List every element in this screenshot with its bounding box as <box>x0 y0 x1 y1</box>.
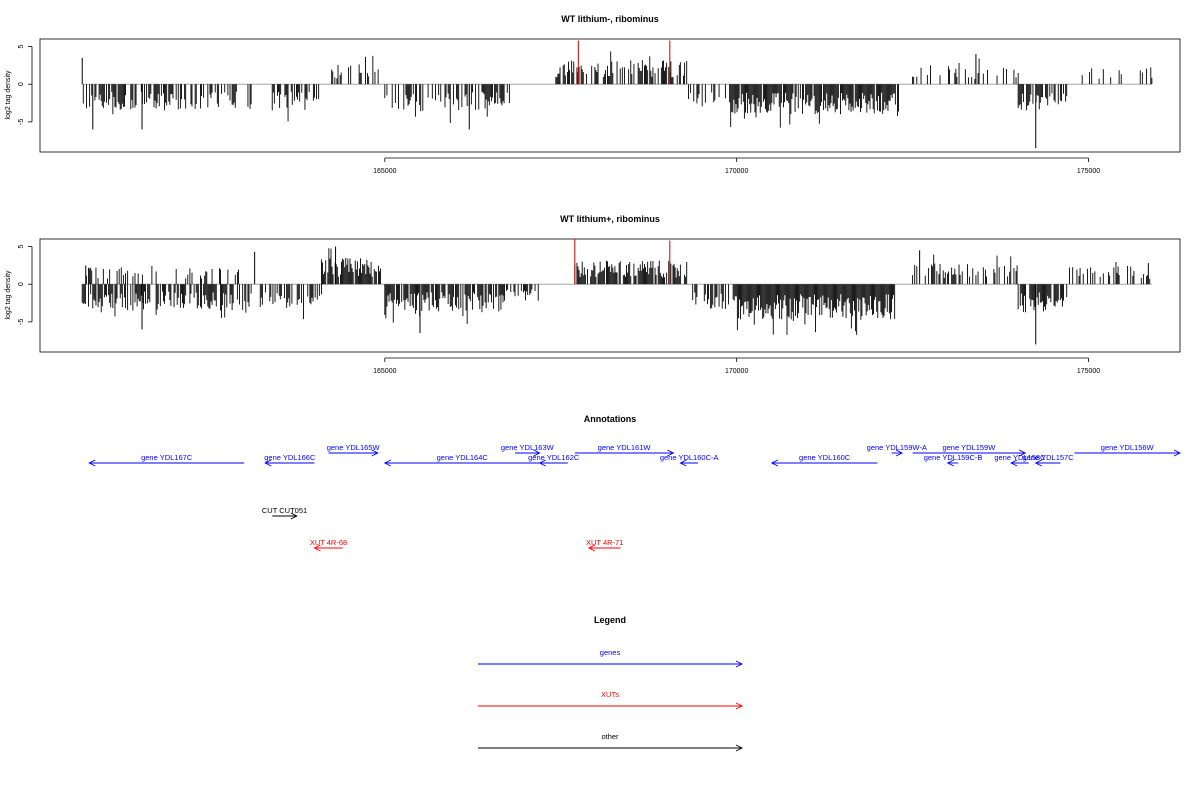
legend-entry: genes <box>478 648 744 668</box>
y-tick-label: 0 <box>18 282 25 286</box>
annotation-feature: gene YDL164C <box>383 453 540 467</box>
legend-label: XUTs <box>601 690 619 699</box>
legend-arrowhead <box>735 702 744 710</box>
annotation-feature: gene YDL163W <box>501 443 555 457</box>
feature-label: gene YDL164C <box>437 453 489 462</box>
feature-label: gene YDL163W <box>501 443 555 452</box>
legend-arrowhead <box>735 744 744 752</box>
feature-arrowhead <box>587 544 596 552</box>
annotation-feature: gene YDL160C <box>770 453 878 467</box>
feature-label: XUT 4R-71 <box>586 538 623 547</box>
feature-label: gene YDL159W-A <box>867 443 927 452</box>
feature-label: gene YDL159W <box>942 443 996 452</box>
data-marks <box>81 239 1152 345</box>
feature-arrowhead <box>1173 449 1182 457</box>
feature-arrowhead <box>946 459 954 467</box>
annotation-feature: gene YDL162C <box>528 453 580 467</box>
annotations-title: Annotations <box>584 414 637 424</box>
feature-arrowhead <box>895 449 904 457</box>
feature-arrowhead <box>383 459 392 467</box>
annotation-feature: gene YDL165W <box>327 443 381 457</box>
feature-arrowhead <box>88 459 96 467</box>
feature-label: gene YDL159C-B <box>924 453 983 462</box>
y-tick-label: 5 <box>18 44 25 48</box>
y-tick-label: -5 <box>18 119 25 125</box>
y-tick-label: -5 <box>18 319 25 325</box>
annotation-feature: gene YDL160C-A <box>660 453 719 467</box>
feature-label: gene YDL167C <box>141 453 193 462</box>
panel-title: WT lithium+, ribominus <box>560 214 660 224</box>
legend-arrowhead <box>735 660 744 668</box>
axes: -5 0 5 165000 170000 175000 <box>18 244 1100 375</box>
legend-title: Legend <box>594 615 626 625</box>
x-tick-label: 165000 <box>373 368 396 375</box>
y-axis-label: log2 tag density <box>5 270 12 320</box>
annotation-feature: gene YDL167C <box>88 453 245 467</box>
y-tick-label: 5 <box>18 244 25 248</box>
feature-label: gene YDL165W <box>327 443 381 452</box>
feature-label: gene YDL161W <box>598 443 652 452</box>
feature-arrowhead <box>1018 449 1027 457</box>
panel-lithium-minus: WT lithium-, ribominus log2 tag density … <box>5 14 1181 175</box>
annotation-feature: gene YDL157C <box>1022 453 1074 467</box>
feature-arrowhead <box>264 459 272 467</box>
data-marks <box>81 40 1153 149</box>
annotation-feature: gene YDL159C-B <box>924 453 983 467</box>
x-tick-label: 165000 <box>373 168 396 175</box>
annotation-feature: gene YDL161W <box>574 443 675 457</box>
axes: -5 0 5 165000 170000 175000 <box>18 44 1100 175</box>
feature-label: gene YDL166C <box>264 453 316 462</box>
feature-label: gene YDL158C <box>994 453 1046 462</box>
annotation-feature: XUT 4R-71 <box>586 538 623 552</box>
legend-entry: XUTs <box>478 690 744 710</box>
feature-arrowhead <box>313 544 321 552</box>
feature-label: gene YDL162C <box>528 453 580 462</box>
feature-arrowhead <box>538 459 546 467</box>
feature-arrowhead <box>290 512 298 520</box>
annotation-feature: gene YDL166C <box>264 453 316 467</box>
feature-label: gene YDL160C <box>799 453 851 462</box>
panel-lithium-plus: WT lithium+, ribominus log2 tag density … <box>5 214 1181 375</box>
feature-arrowhead <box>770 459 779 467</box>
annotation-feature: gene YDL159W-A <box>867 443 927 457</box>
legend: Legend genes XUTs other <box>478 615 744 752</box>
annotations-track: Annotations gene YDL167C gene YDL166C gene… <box>88 414 1182 552</box>
y-tick-label: 0 <box>18 82 25 86</box>
annotation-feature: gene YDL159W <box>912 443 1027 457</box>
feature-label: gene YDL156W <box>1101 443 1155 452</box>
x-tick-label: 175000 <box>1077 368 1100 375</box>
x-tick-label: 170000 <box>725 368 748 375</box>
feature-arrowhead <box>679 459 687 467</box>
annotation-feature: XUT 4R-68 <box>310 538 347 552</box>
x-tick-label: 170000 <box>725 168 748 175</box>
annotation-feature: CUT CUT051 <box>262 506 307 520</box>
feature-label: gene YDL157C <box>1022 453 1074 462</box>
feature-label: gene YDL160C-A <box>660 453 719 462</box>
annotation-feature: gene YDL158C <box>994 453 1046 467</box>
legend-label: other <box>601 732 619 741</box>
legend-label: genes <box>600 648 621 657</box>
plot-frame <box>39 238 1181 353</box>
plot-frame <box>39 38 1181 153</box>
y-axis-label: log2 tag density <box>5 70 12 120</box>
panel-title: WT lithium-, ribominus <box>561 14 659 24</box>
feature-label: CUT CUT051 <box>262 506 307 515</box>
legend-entry: other <box>478 732 744 752</box>
feature-arrowhead <box>371 449 379 457</box>
feature-arrowhead <box>1034 459 1042 467</box>
feature-label: XUT 4R-68 <box>310 538 347 547</box>
x-tick-label: 175000 <box>1077 168 1100 175</box>
feature-arrowhead <box>667 449 675 457</box>
feature-arrowhead <box>1010 459 1018 467</box>
feature-arrowhead <box>533 449 541 457</box>
annotation-feature: gene YDL156W <box>1074 443 1182 457</box>
